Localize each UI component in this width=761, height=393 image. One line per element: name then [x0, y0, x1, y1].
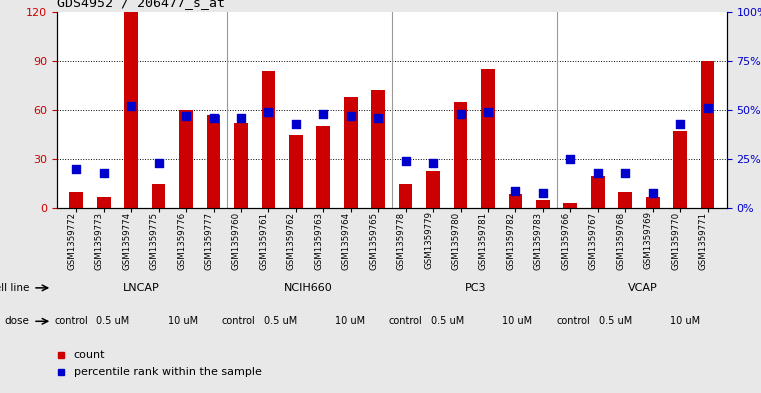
Point: [290, 121, 302, 127]
Bar: [619, 192, 632, 208]
Text: GSM1359779: GSM1359779: [424, 211, 433, 270]
Bar: [124, 12, 138, 208]
Point: [208, 115, 220, 121]
Text: 0.5 uM: 0.5 uM: [598, 316, 632, 326]
Point: [702, 105, 714, 111]
Text: control: control: [221, 316, 256, 326]
Bar: [151, 184, 165, 208]
Point: [564, 156, 576, 162]
Text: GSM1359773: GSM1359773: [94, 211, 103, 270]
Point: [619, 170, 632, 176]
Text: GSM1359780: GSM1359780: [451, 211, 460, 270]
Bar: [673, 131, 687, 208]
Bar: [234, 123, 248, 208]
Text: GSM1359768: GSM1359768: [616, 211, 626, 270]
Bar: [344, 97, 358, 208]
Text: 0.5 uM: 0.5 uM: [96, 316, 129, 326]
Text: dose: dose: [5, 316, 29, 326]
Text: GDS4952 / 206477_s_at: GDS4952 / 206477_s_at: [57, 0, 225, 9]
Bar: [536, 200, 549, 208]
Text: GSM1359763: GSM1359763: [314, 211, 323, 270]
Text: GSM1359778: GSM1359778: [396, 211, 406, 270]
Text: VCAP: VCAP: [628, 283, 658, 293]
Text: percentile rank within the sample: percentile rank within the sample: [74, 367, 262, 377]
Bar: [591, 176, 605, 208]
Text: control: control: [54, 316, 88, 326]
Text: GSM1359783: GSM1359783: [534, 211, 543, 270]
Point: [427, 160, 439, 166]
Bar: [371, 90, 385, 208]
Text: 0.5 uM: 0.5 uM: [263, 316, 297, 326]
Point: [70, 166, 82, 172]
Bar: [481, 69, 495, 208]
Bar: [207, 115, 221, 208]
Point: [235, 115, 247, 121]
Point: [345, 113, 357, 119]
Text: GSM1359781: GSM1359781: [479, 211, 488, 270]
Bar: [646, 197, 660, 208]
Text: 10 uM: 10 uM: [335, 316, 365, 326]
Point: [454, 111, 466, 117]
Text: GSM1359761: GSM1359761: [260, 211, 269, 270]
Bar: [97, 197, 110, 208]
Point: [400, 158, 412, 164]
Text: GSM1359775: GSM1359775: [150, 211, 158, 270]
Text: 10 uM: 10 uM: [502, 316, 533, 326]
Point: [647, 189, 659, 196]
Text: control: control: [389, 316, 423, 326]
Bar: [317, 127, 330, 208]
Text: GSM1359777: GSM1359777: [205, 211, 214, 270]
Point: [674, 121, 686, 127]
Text: LNCAP: LNCAP: [123, 283, 159, 293]
Bar: [69, 192, 83, 208]
Bar: [701, 61, 715, 208]
Text: GSM1359760: GSM1359760: [232, 211, 241, 270]
Point: [97, 170, 110, 176]
Point: [125, 103, 137, 109]
Point: [372, 115, 384, 121]
Point: [317, 111, 330, 117]
Bar: [289, 134, 303, 208]
Text: NCIH660: NCIH660: [284, 283, 333, 293]
Text: GSM1359776: GSM1359776: [177, 211, 186, 270]
Point: [263, 109, 275, 115]
Text: GSM1359770: GSM1359770: [671, 211, 680, 270]
Bar: [508, 193, 522, 208]
Text: control: control: [556, 316, 591, 326]
Bar: [454, 102, 467, 208]
Bar: [426, 171, 440, 208]
Text: GSM1359769: GSM1359769: [644, 211, 653, 270]
Text: cell line: cell line: [0, 283, 29, 293]
Text: GSM1359762: GSM1359762: [287, 211, 296, 270]
Text: 0.5 uM: 0.5 uM: [431, 316, 464, 326]
Text: GSM1359764: GSM1359764: [342, 211, 351, 270]
Text: GSM1359782: GSM1359782: [506, 211, 515, 270]
Text: count: count: [74, 350, 105, 360]
Text: GSM1359772: GSM1359772: [67, 211, 76, 270]
Bar: [399, 184, 412, 208]
Text: GSM1359767: GSM1359767: [589, 211, 597, 270]
Text: GSM1359774: GSM1359774: [123, 211, 131, 270]
Bar: [563, 204, 577, 208]
Text: 10 uM: 10 uM: [670, 316, 700, 326]
Point: [180, 113, 193, 119]
Point: [591, 170, 603, 176]
Point: [152, 160, 164, 166]
Bar: [262, 71, 275, 208]
Point: [482, 109, 494, 115]
Text: GSM1359766: GSM1359766: [562, 211, 570, 270]
Point: [509, 187, 521, 194]
Bar: [179, 110, 193, 208]
Text: GSM1359771: GSM1359771: [699, 211, 708, 270]
Text: GSM1359765: GSM1359765: [369, 211, 378, 270]
Text: 10 uM: 10 uM: [167, 316, 198, 326]
Point: [537, 189, 549, 196]
Text: PC3: PC3: [465, 283, 486, 293]
